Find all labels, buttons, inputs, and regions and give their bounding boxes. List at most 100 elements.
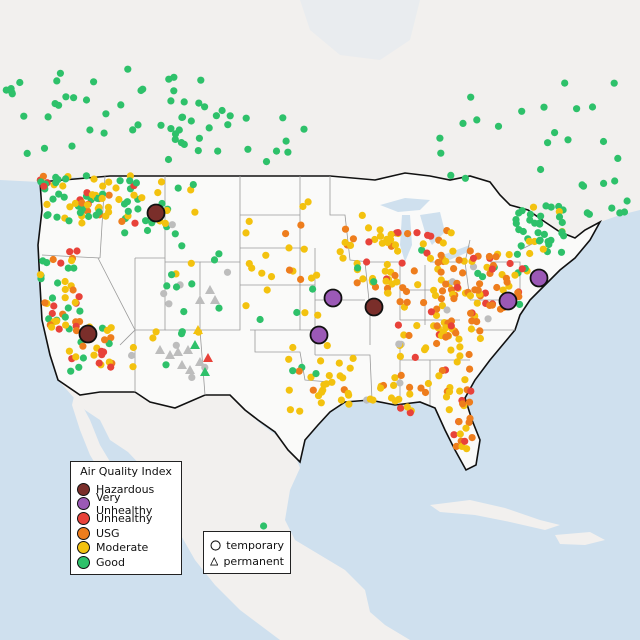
- monitor-dot: [534, 229, 542, 237]
- monitor-dot: [68, 257, 76, 265]
- monitor-dot: [328, 378, 336, 386]
- monitor-dot: [99, 182, 107, 190]
- monitor-dot: [300, 245, 308, 253]
- monitor-dot: [381, 267, 389, 275]
- monitor-dot: [172, 341, 180, 349]
- monitor-dot: [442, 280, 450, 288]
- monitor-dot: [43, 259, 51, 267]
- monitor-dot: [71, 298, 79, 306]
- monitor-dot: [129, 343, 137, 352]
- monitor-dot: [61, 313, 69, 321]
- monitor-dot: [346, 364, 354, 372]
- monitor-dot: [456, 352, 464, 360]
- monitor-dot: [542, 202, 550, 210]
- monitor-dot: [449, 247, 457, 255]
- monitor-dot: [455, 256, 463, 264]
- monitor-dot: [414, 281, 422, 289]
- monitor-dot: [262, 251, 270, 259]
- monitor-dot: [555, 208, 563, 216]
- monitor-dot: [337, 396, 345, 404]
- monitor-dot: [323, 342, 331, 350]
- legend-row-usg: USG: [77, 526, 175, 541]
- monitor-dot: [461, 174, 469, 182]
- usg-swatch-icon: [77, 526, 90, 540]
- monitor-dot: [174, 184, 182, 192]
- monitor-dot: [75, 363, 83, 371]
- monitor-dot: [210, 256, 219, 264]
- permanent-monitor-triangle: [210, 295, 220, 304]
- monitor-dot: [49, 195, 57, 203]
- permanent-monitor-triangle: [185, 365, 195, 374]
- monitor-dot: [83, 189, 91, 197]
- monitor-dot: [447, 229, 455, 237]
- monitor-dot: [70, 94, 78, 102]
- monitor-dot: [526, 216, 534, 224]
- monitor-dot: [115, 195, 123, 204]
- monitor-dot: [346, 241, 355, 249]
- monitor-dot: [396, 352, 404, 360]
- monitor-dot: [76, 209, 84, 217]
- monitor-dot: [377, 384, 385, 392]
- monitor-dot: [403, 298, 411, 306]
- monitor-dot: [424, 379, 432, 388]
- monitor-dot: [456, 387, 464, 395]
- monitor-dot: [349, 235, 357, 243]
- hispaniola-land: [555, 532, 605, 545]
- monitor-dot: [107, 334, 115, 342]
- monitor-dot: [436, 134, 444, 142]
- monitor-dot: [395, 340, 403, 348]
- monitor-dot: [171, 135, 179, 143]
- monitor-dot: [313, 271, 321, 279]
- monitor-dot: [558, 218, 566, 227]
- monitor-dot: [544, 139, 552, 147]
- monitor-dot: [452, 442, 460, 450]
- monitor-dot: [187, 259, 195, 267]
- monitor-dot: [405, 331, 413, 340]
- legend-row-moderate: Moderate: [77, 540, 175, 555]
- permanent-monitor-triangle: [200, 367, 210, 376]
- monitor-dot: [439, 239, 447, 247]
- monitor-dot: [189, 181, 197, 189]
- monitor-dot: [178, 113, 186, 121]
- monitor-dot: [180, 98, 188, 106]
- monitor-dot: [608, 204, 616, 212]
- monitor-dot: [285, 244, 293, 252]
- monitor-dot: [23, 149, 31, 157]
- monitor-dot: [16, 78, 24, 87]
- monitor-dot: [123, 198, 131, 206]
- permanent-monitor-triangle: [190, 340, 200, 349]
- monitor-dot: [435, 372, 443, 380]
- very-unhealthy-marker: [498, 291, 518, 311]
- monitor-dot: [2, 86, 10, 94]
- monitor-dot: [70, 264, 78, 272]
- monitor-dot: [561, 79, 569, 87]
- monitor-dot: [307, 373, 315, 381]
- hazardous-marker: [78, 324, 98, 344]
- legend-row-good: Good: [77, 555, 175, 570]
- monitor-dot: [421, 346, 429, 354]
- monitor-dot: [157, 178, 166, 186]
- permanent-monitor-triangle: [193, 325, 203, 334]
- monitor-type-legend: temporary permanent: [203, 531, 291, 574]
- monitor-dot: [72, 327, 81, 335]
- monitor-dot: [317, 357, 325, 365]
- monitor-dot: [126, 177, 134, 185]
- monitor-dot: [201, 103, 209, 111]
- very-unhealthy-marker: [323, 288, 343, 308]
- monitor-dot: [465, 398, 474, 406]
- monitor-dot: [600, 179, 608, 187]
- monitor-dot: [467, 325, 475, 333]
- monitor-dot: [88, 191, 96, 199]
- monitor-dot: [282, 137, 290, 145]
- monitor-dot: [49, 255, 57, 264]
- hazardous-swatch-icon: [77, 482, 90, 496]
- monitor-dot: [142, 217, 150, 225]
- monitor-dot: [437, 251, 445, 259]
- monitor-dot: [102, 110, 110, 118]
- monitor-dot: [48, 323, 56, 331]
- monitor-dot: [406, 409, 414, 417]
- monitor-dot: [420, 299, 428, 307]
- monitor-dot: [162, 361, 170, 369]
- monitor-dot: [419, 240, 427, 248]
- monitor-dot: [402, 287, 411, 296]
